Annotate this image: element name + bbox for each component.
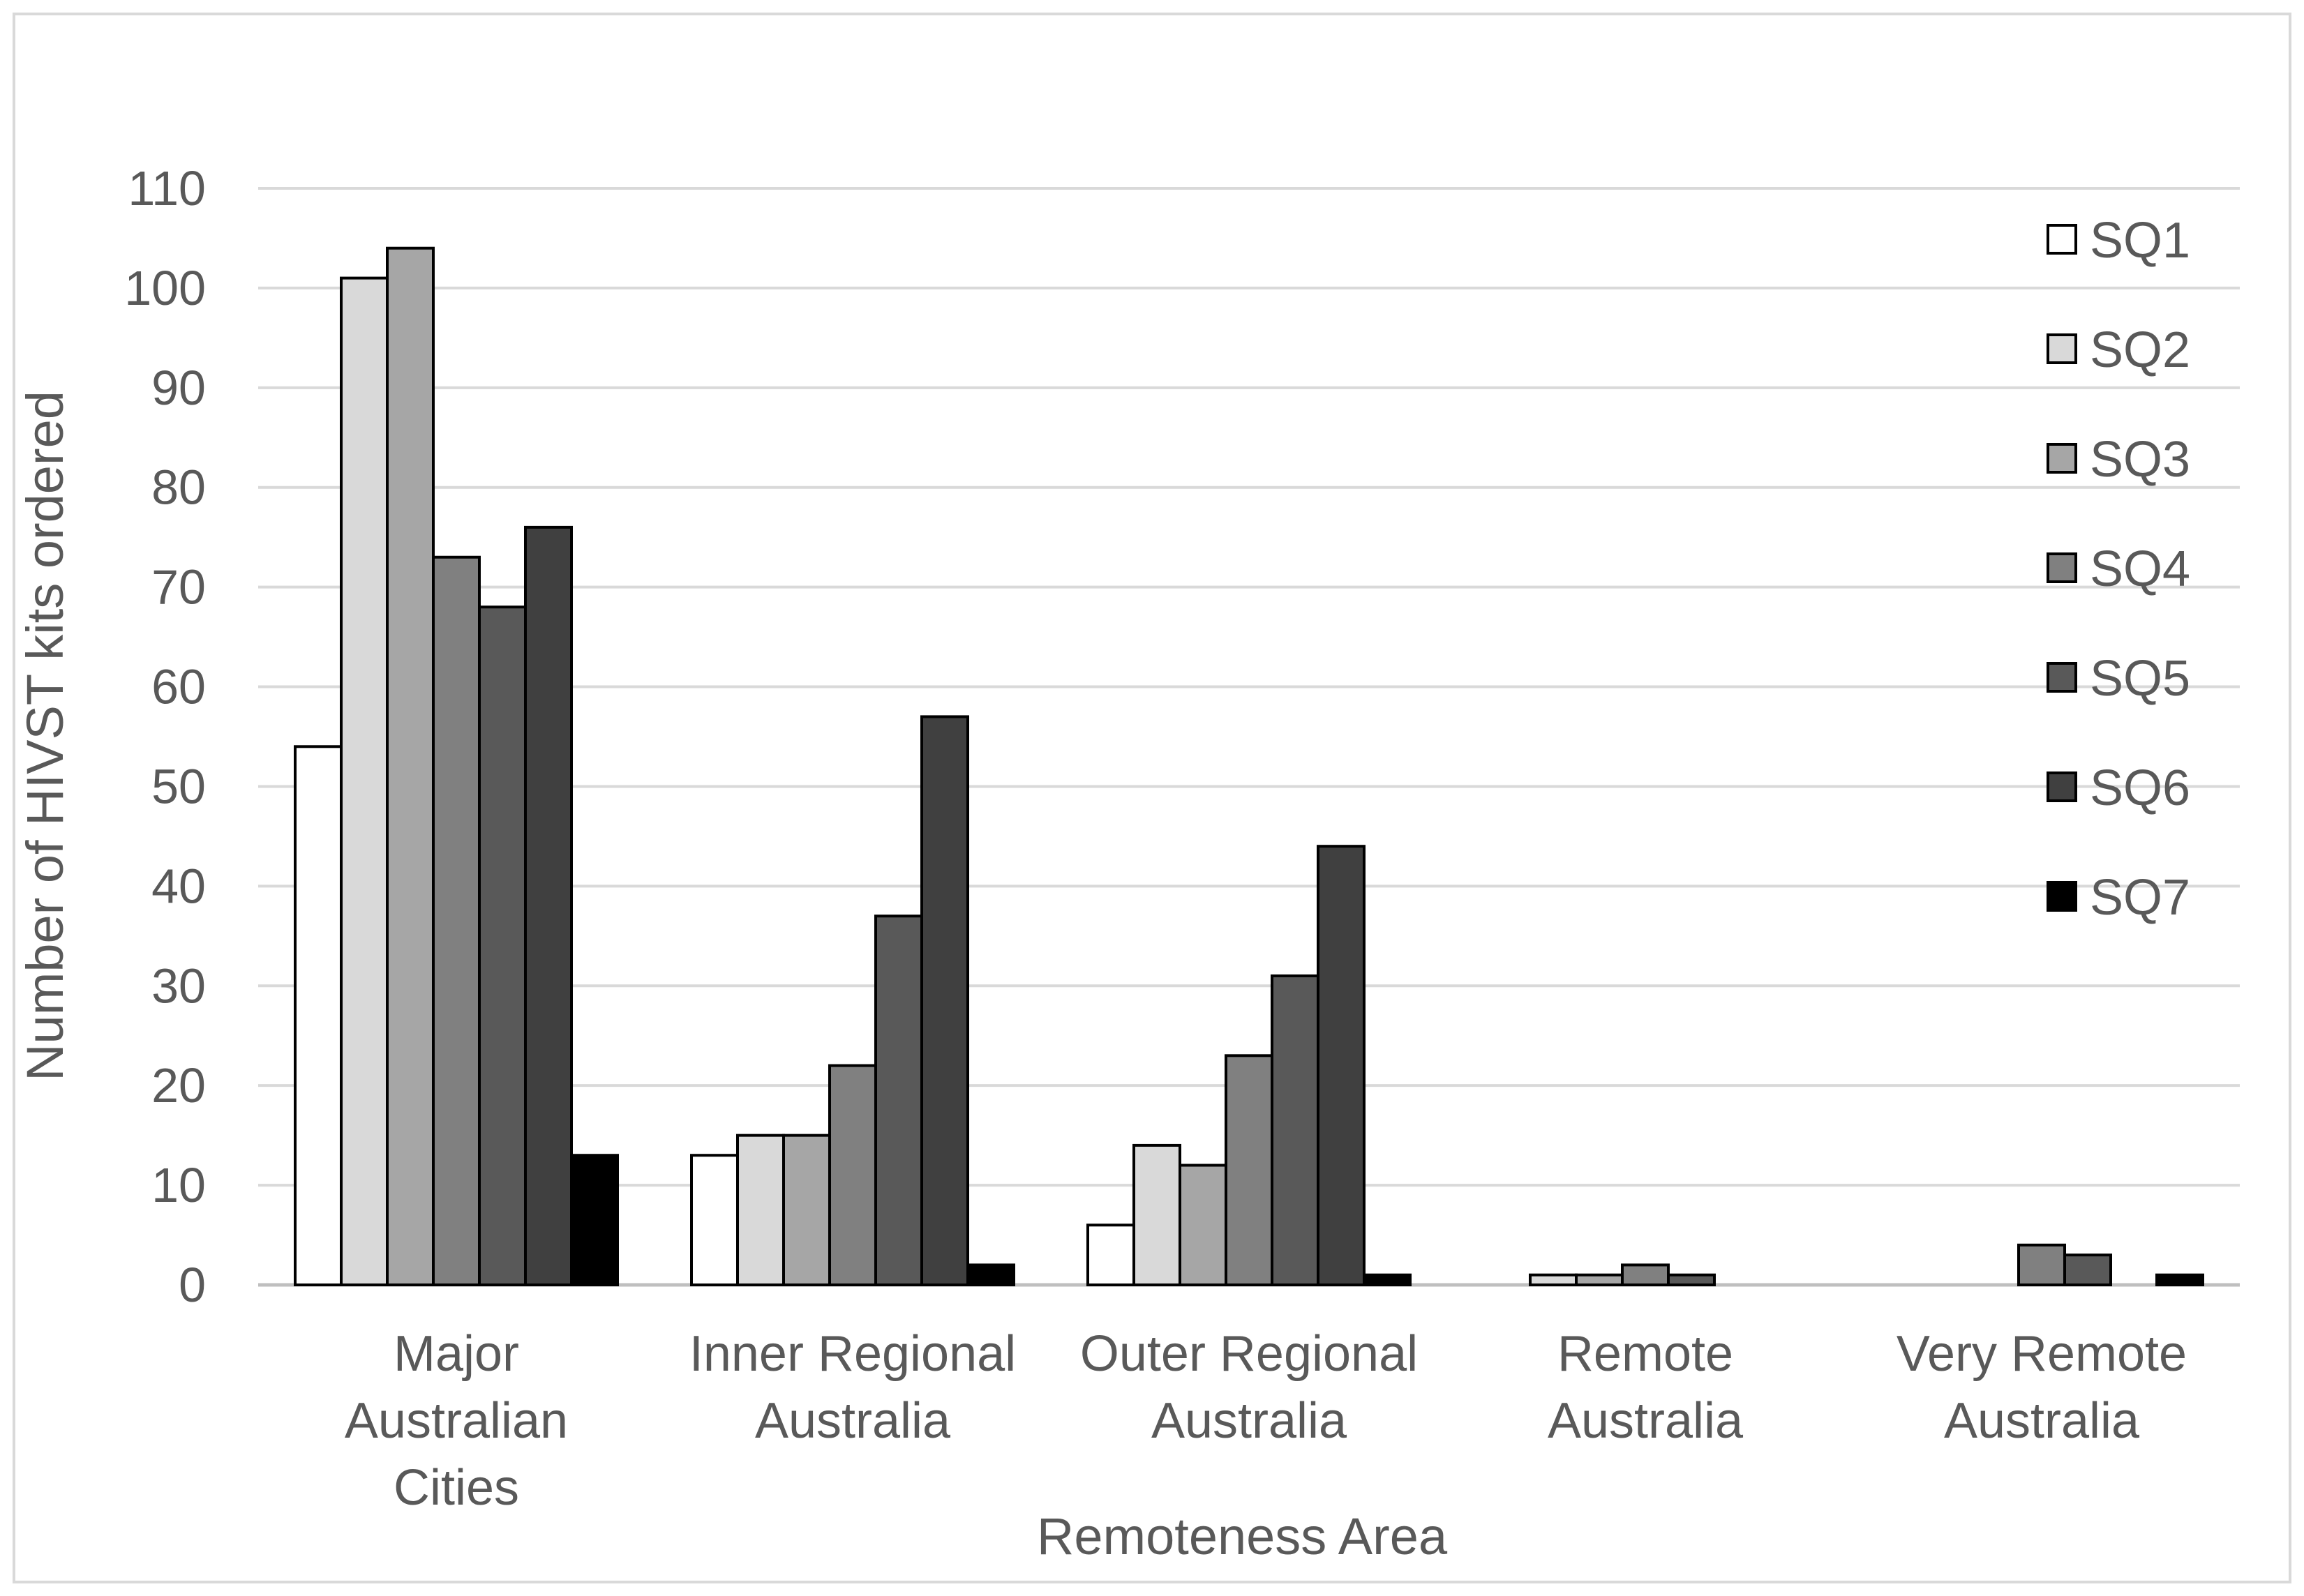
legend-swatch-sq7	[2047, 881, 2077, 912]
bar-sq3	[782, 1134, 831, 1286]
bar-sq7	[2155, 1273, 2204, 1287]
x-category-label: Inner Regional Australia	[689, 1326, 1016, 1449]
bar-sq1	[294, 745, 343, 1286]
bar-sq3	[1179, 1164, 1227, 1286]
bar-sq7	[570, 1154, 619, 1286]
legend-swatch-sq3	[2047, 443, 2077, 474]
bar-sq2	[1529, 1273, 1578, 1287]
y-axis-title: Number of HIVST kits ordered	[16, 391, 74, 1081]
x-axis-title: Remoteness Area	[1037, 1507, 1448, 1565]
legend-label: SQ6	[2090, 760, 2190, 816]
bar-sq5	[478, 605, 527, 1286]
bars	[294, 246, 2204, 1287]
bar-sq6	[524, 525, 573, 1287]
bar-sq3	[1575, 1273, 1624, 1287]
bar-sq5	[1271, 974, 1319, 1286]
bar-sq2	[736, 1134, 785, 1286]
y-tick-label: 20	[151, 1058, 206, 1113]
legend-swatch-sq4	[2047, 552, 2077, 583]
bar-sq5	[2063, 1254, 2112, 1287]
legend-label: SQ3	[2090, 432, 2190, 488]
y-tick-label: 0	[179, 1258, 206, 1312]
x-category-label: Very Remote Australia	[1897, 1326, 2187, 1449]
legend-label: SQ5	[2090, 651, 2190, 707]
legend-swatch-sq5	[2047, 662, 2077, 693]
legend-swatch-sq2	[2047, 333, 2077, 364]
bar-sq5	[874, 914, 923, 1286]
y-tick-label: 110	[128, 161, 206, 216]
x-category-label: Remote Australia	[1548, 1326, 1744, 1449]
x-category-label: Outer Regional Australia	[1080, 1326, 1418, 1449]
legend-label: SQ7	[2090, 870, 2190, 926]
bar-sq2	[1132, 1143, 1181, 1286]
legend-label: SQ4	[2090, 541, 2190, 597]
legend-label: SQ1	[2090, 213, 2190, 269]
bar-sq7	[966, 1263, 1015, 1287]
y-tick-label: 60	[151, 660, 206, 714]
bar-sq7	[1363, 1273, 1412, 1287]
bar-sq3	[386, 246, 435, 1286]
bar-sq6	[1317, 845, 1366, 1286]
legend-swatch-sq6	[2047, 771, 2077, 802]
y-tick-label: 80	[151, 460, 206, 515]
y-tick-label: 10	[151, 1158, 206, 1212]
bar-sq6	[920, 715, 969, 1287]
y-axis: 0 10 20 30 40 50 60 70 80 90 100 110	[124, 161, 206, 1312]
legend: SQ1 SQ2 SQ3 SQ4 SQ5 SQ6 SQ7	[2047, 213, 2190, 926]
x-axis: Major Australian Cities Inner Regional Austr…	[345, 1326, 2187, 1516]
bar-sq4	[828, 1064, 877, 1286]
bar-sq5	[1667, 1273, 1716, 1287]
bar-sq4	[2017, 1243, 2066, 1286]
bar-sq4	[432, 555, 481, 1286]
y-tick-label: 70	[151, 560, 206, 615]
legend-label: SQ2	[2090, 322, 2190, 378]
bar-sq4	[1225, 1054, 1273, 1286]
y-tick-label: 30	[151, 958, 206, 1013]
bar-sq2	[340, 276, 389, 1287]
bar-sq1	[690, 1154, 739, 1286]
legend-swatch-sq1	[2047, 224, 2077, 255]
bar-sq4	[1621, 1263, 1670, 1287]
y-tick-label: 50	[151, 759, 206, 813]
x-category-label: Major Australian Cities	[345, 1326, 568, 1516]
y-tick-label: 90	[151, 361, 206, 415]
bar-sq1	[1086, 1224, 1135, 1286]
y-tick-label: 100	[124, 261, 206, 315]
y-tick-label: 40	[151, 859, 206, 913]
